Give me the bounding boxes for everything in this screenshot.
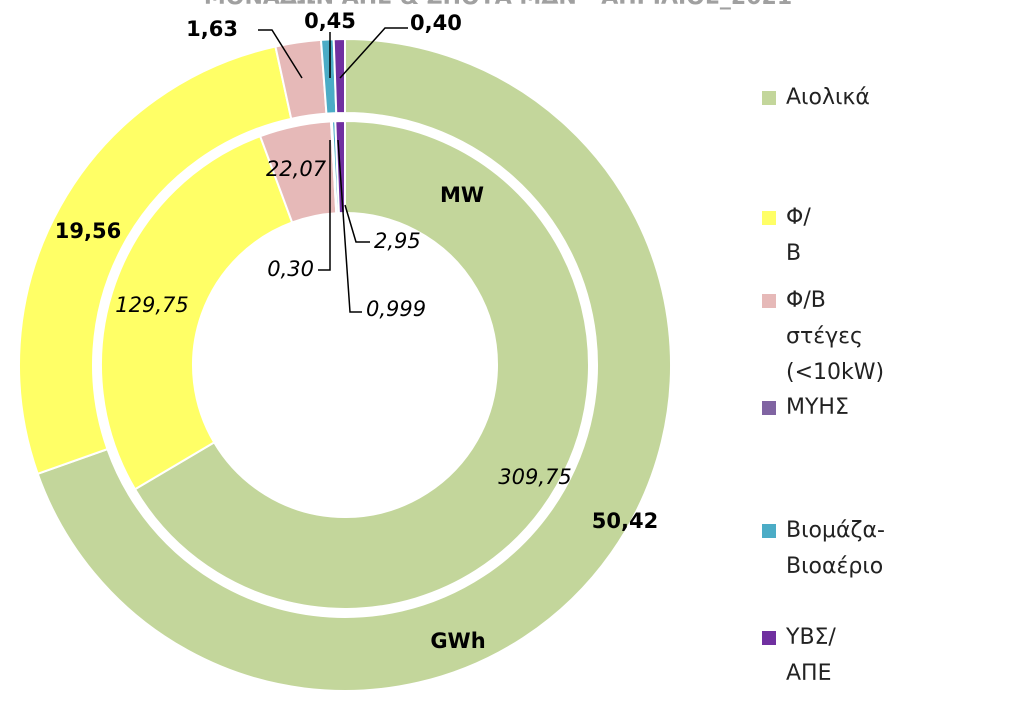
legend-label: ΥΒΣ/ΑΠΕ <box>786 625 836 686</box>
legend-item: ΥΒΣ/ΑΠΕ <box>762 620 836 692</box>
data-label: 0,40 <box>410 11 462 35</box>
legend-item: Βιομάζα-Βιοαέριο <box>762 513 885 585</box>
leader-line <box>344 204 370 243</box>
data-label: 19,56 <box>55 219 121 243</box>
ring-label: GWh <box>430 629 485 653</box>
legend-item: Αιολικά <box>762 80 870 116</box>
legend-label: Φ/Β στέγες (<10kW) <box>786 288 885 385</box>
leader-line <box>318 140 331 271</box>
data-label: 0,45 <box>304 9 356 33</box>
data-label: 1,63 <box>186 17 238 41</box>
rings <box>18 37 672 692</box>
data-label: 129,75 <box>115 293 188 317</box>
legend-label: Βιομάζα-Βιοαέριο <box>786 518 885 579</box>
donut-segment <box>133 119 590 610</box>
legend-swatch <box>762 91 776 105</box>
legend-item: Φ/Β στέγες (<10kW) <box>762 283 884 391</box>
data-label: 0,999 <box>366 297 426 321</box>
legend-label: Αιολικά <box>786 85 870 110</box>
donut-segment <box>36 37 672 692</box>
legend-swatch <box>762 631 776 645</box>
chart-title: ΜΟΝΑΔΩΝ ΑΠΕ & ΖΗΟΤΑ ΜΔΝ - ΑΠΡΙΛΙΟΣ_2021 <box>204 0 792 10</box>
legend-swatch <box>762 211 776 225</box>
leader-line <box>339 27 408 79</box>
data-label: 22,07 <box>266 157 327 181</box>
leader-line <box>337 139 362 313</box>
legend-swatch <box>762 524 776 538</box>
legend-item: Φ/Β <box>762 200 811 272</box>
data-label: 0,30 <box>267 257 314 281</box>
donut-segment <box>100 134 294 491</box>
legend-label: ΜΥΗΣ <box>786 395 849 420</box>
data-label: 309,75 <box>498 465 571 489</box>
data-label: 50,42 <box>592 509 658 533</box>
legend-swatch <box>762 401 776 415</box>
data-label: 2,95 <box>374 229 421 253</box>
legend-label: Φ/Β <box>786 205 811 266</box>
legend-swatch <box>762 294 776 308</box>
donut-segment <box>332 37 346 115</box>
ring-label: MW <box>440 183 484 207</box>
leader-line <box>258 29 303 79</box>
legend-item: ΜΥΗΣ <box>762 390 849 426</box>
